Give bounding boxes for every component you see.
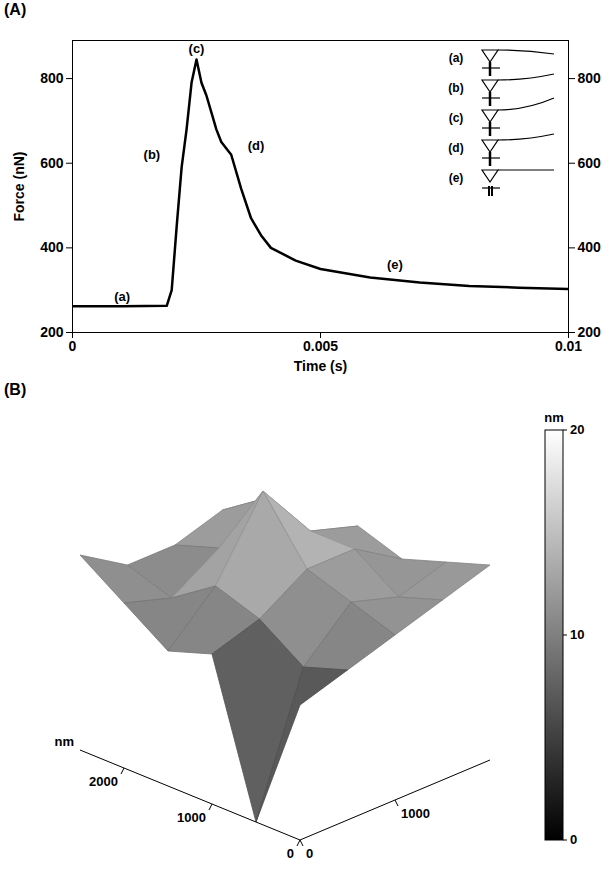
svg-text:400: 400	[578, 239, 602, 255]
svg-text:200: 200	[578, 324, 602, 340]
svg-text:0: 0	[287, 846, 294, 861]
svg-text:0.005: 0.005	[303, 338, 338, 354]
html-text:(B): (B)	[4, 381, 27, 398]
svg-text:(c): (c)	[449, 111, 464, 125]
svg-text:800: 800	[40, 70, 64, 86]
svg-text:600: 600	[578, 155, 602, 171]
svg-text:(e): (e)	[387, 257, 403, 272]
svg-text:0: 0	[306, 846, 313, 861]
svg-text:(d): (d)	[448, 141, 463, 155]
svg-text:20: 20	[570, 422, 584, 437]
svg-text:nm: nm	[55, 734, 75, 749]
svg-text:0.01: 0.01	[555, 338, 582, 354]
svg-text:2000: 2000	[89, 774, 118, 789]
svg-text:Force (nN): Force (nN)	[11, 152, 27, 222]
svg-text:(c): (c)	[189, 41, 205, 56]
svg-text:(e): (e)	[449, 171, 464, 185]
svg-text:0: 0	[570, 832, 577, 847]
svg-text:600: 600	[40, 155, 64, 171]
svg-text:nm: nm	[544, 410, 564, 425]
svg-text:10: 10	[570, 627, 584, 642]
svg-text:(a): (a)	[449, 51, 464, 65]
svg-text:1000: 1000	[401, 806, 430, 821]
html-text:(A): (A)	[4, 1, 27, 18]
svg-text:(b): (b)	[144, 147, 161, 162]
svg-text:800: 800	[578, 70, 602, 86]
svg-text:1000: 1000	[177, 810, 206, 825]
svg-text:400: 400	[40, 239, 64, 255]
svg-text:200: 200	[40, 324, 64, 340]
svg-text:(a): (a)	[114, 289, 130, 304]
svg-text:(b): (b)	[448, 81, 463, 95]
svg-text:(d): (d)	[248, 138, 265, 153]
svg-text:Time (s): Time (s)	[294, 358, 347, 374]
svg-text:0: 0	[69, 338, 77, 354]
